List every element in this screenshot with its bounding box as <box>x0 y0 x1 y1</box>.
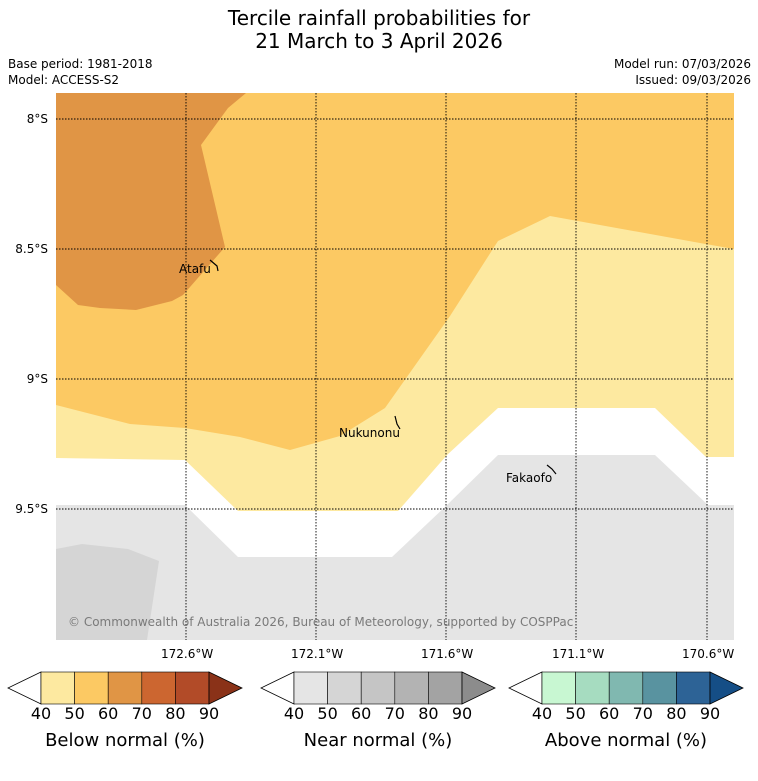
lon-label-172-1w: 172.1°W <box>291 647 344 661</box>
near-normal-under-arrow <box>260 671 295 705</box>
near-normal-over-arrow <box>461 671 496 705</box>
below-normal-tick-50: 50 <box>64 704 85 723</box>
above-normal-under-arrow <box>508 671 543 705</box>
near-normal-tick-80: 80 <box>418 704 439 723</box>
colorbar-legends <box>7 671 744 705</box>
above-normal-swatch-50 <box>575 671 610 705</box>
above-normal-colorbar <box>508 671 744 705</box>
above-normal-swatch-80 <box>676 671 711 705</box>
issued-text: Issued: 09/03/2026 <box>635 73 751 87</box>
lon-label-170-6w: 170.6°W <box>682 647 735 661</box>
near-normal-swatch-60 <box>360 671 396 705</box>
lat-label-9-5s: 9.5°S <box>15 502 48 516</box>
lon-label-172-6w: 172.6°W <box>161 647 214 661</box>
below-normal-tick-40: 40 <box>30 704 52 723</box>
place-label-atafu: Atafu <box>179 262 211 276</box>
below-normal-colorbar-title: Below normal (%) <box>45 730 205 751</box>
map-title-line-1: Tercile rainfall probabilities for <box>227 6 531 30</box>
map-title-line-2: 21 March to 3 April 2026 <box>255 29 503 53</box>
below-normal-tick-80: 80 <box>165 704 186 723</box>
above-normal-tick-90: 90 <box>699 704 721 723</box>
place-label-nukunonu: Nukunonu <box>339 426 400 440</box>
above-normal-tick-60: 60 <box>599 704 620 723</box>
below-normal-50-60-region <box>56 93 734 450</box>
near-normal-tick-60: 60 <box>351 704 372 723</box>
below-normal-swatch-70 <box>141 671 176 705</box>
lon-label-171-1w: 171.1°W <box>552 647 605 661</box>
lat-label-8-5s: 8.5°S <box>15 242 48 256</box>
above-normal-tick-50: 50 <box>565 704 586 723</box>
below-normal-swatch-60 <box>107 671 143 705</box>
lat-label-9s: 9°S <box>27 372 48 386</box>
above-normal-colorbar-title: Above normal (%) <box>544 730 708 751</box>
above-normal-tick-80: 80 <box>666 704 687 723</box>
near-normal-tick-50: 50 <box>317 704 338 723</box>
below-normal-over-arrow <box>208 671 243 705</box>
latitude-axis: 8°S 8.5°S 9°S 9.5°S <box>15 112 48 516</box>
below-normal-swatch-40 <box>40 671 75 705</box>
model-run-text: Model run: 07/03/2026 <box>613 57 751 71</box>
model-text: Model: ACCESS-S2 <box>8 73 120 87</box>
copyright-notice: © Commonwealth of Australia 2026, Bureau… <box>68 615 573 629</box>
above-normal-over-arrow <box>709 671 744 705</box>
lon-label-171-6w: 171.6°W <box>421 647 474 661</box>
near-normal-swatch-40 <box>293 671 328 705</box>
below-normal-60-70-region <box>56 93 246 310</box>
above-normal-swatch-40 <box>541 671 576 705</box>
below-normal-tick-90: 90 <box>198 704 220 723</box>
fakaofo-atoll <box>546 464 557 475</box>
above-normal-tick-40: 40 <box>531 704 553 723</box>
below-normal-swatch-50 <box>74 671 109 705</box>
lat-label-8s: 8°S <box>27 112 48 126</box>
near-normal-swatch-80 <box>428 671 463 705</box>
below-normal-swatch-80 <box>175 671 210 705</box>
above-normal-swatch-60 <box>608 671 644 705</box>
below-normal-tick-60: 60 <box>98 704 119 723</box>
probability-regions <box>56 93 734 640</box>
near-normal-swatch-50 <box>327 671 362 705</box>
atoll-outlines <box>209 259 557 475</box>
below-normal-tick-70: 70 <box>131 704 152 723</box>
near-normal-tick-70: 70 <box>384 704 405 723</box>
atafu-atoll <box>209 259 219 272</box>
base-period-text: Base period: 1981-2018 <box>8 57 153 71</box>
below-normal-colorbar <box>7 671 243 705</box>
map-grid <box>56 93 734 640</box>
below-normal-under-arrow <box>7 671 42 705</box>
near-normal-50-60-region <box>56 544 159 640</box>
place-label-fakaofo: Fakaofo <box>506 471 552 485</box>
near-normal-colorbar <box>260 671 496 705</box>
near-normal-swatch-70 <box>394 671 429 705</box>
near-normal-tick-40: 40 <box>283 704 305 723</box>
above-normal-tick-70: 70 <box>632 704 653 723</box>
near-normal-40-50-region <box>56 455 734 640</box>
near-normal-tick-90: 90 <box>451 704 473 723</box>
nukunonu-atoll <box>394 415 401 430</box>
near-normal-colorbar-title: Near normal (%) <box>303 730 453 751</box>
above-normal-swatch-70 <box>642 671 677 705</box>
